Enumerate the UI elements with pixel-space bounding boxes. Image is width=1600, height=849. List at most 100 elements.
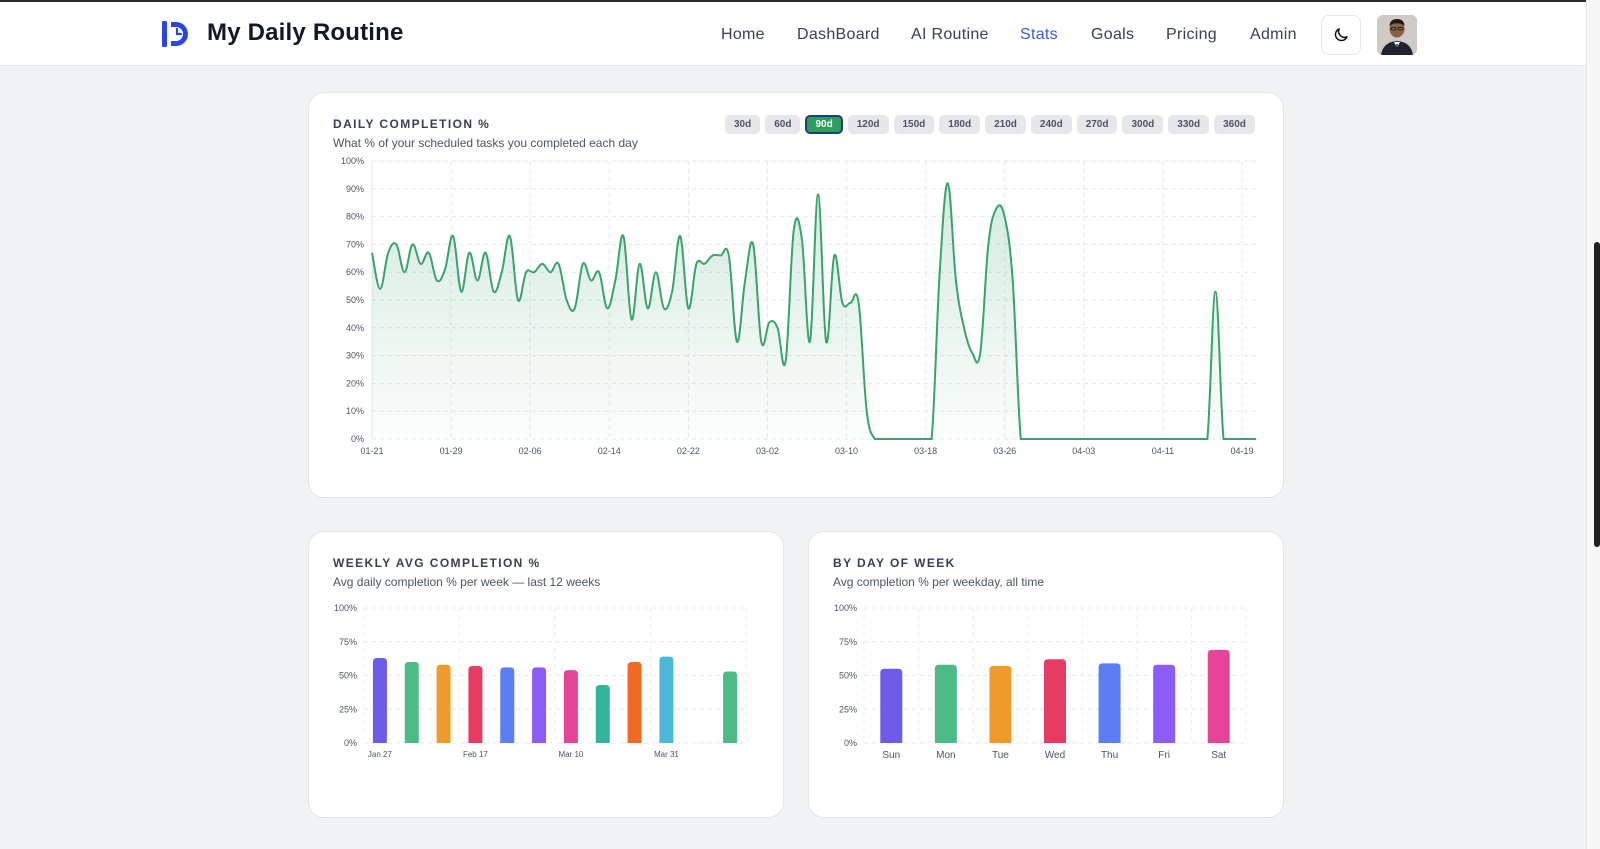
x-tick-label: 03-26	[993, 446, 1016, 456]
y-tick-label: 0%	[344, 738, 357, 748]
y-tick-label: 30%	[346, 351, 364, 361]
y-tick-label: 25%	[339, 704, 357, 714]
bar[interactable]	[468, 666, 483, 743]
range-button-60d[interactable]: 60d	[765, 115, 801, 134]
scrollbar-thumb[interactable]	[1594, 242, 1600, 547]
x-tick-label: Jan 27	[368, 750, 393, 759]
scrollbar-track[interactable]	[1586, 0, 1600, 849]
logo-icon[interactable]	[160, 18, 192, 50]
range-selector: 30d 60d 90d 120d 150d 180d 210d 240d 270d 300d 330…	[725, 115, 1255, 134]
x-tick-label: Mar 10	[558, 750, 583, 759]
range-button-90d[interactable]: 90d	[805, 115, 843, 134]
range-button-330d[interactable]: 330d	[1168, 115, 1210, 134]
app-title[interactable]: My Daily Routine	[207, 19, 404, 46]
x-tick-label: 02-22	[677, 446, 700, 456]
x-tick-label: Mar 31	[654, 750, 679, 759]
x-tick-label: 04-03	[1072, 446, 1095, 456]
daily-completion-title: DAILY COMPLETION %	[333, 117, 491, 131]
bar[interactable]	[372, 657, 387, 743]
x-tick-label: 03-18	[914, 446, 937, 456]
x-tick-label: Sat	[1211, 750, 1226, 761]
x-tick-label: 01-29	[440, 446, 463, 456]
x-tick-label: 04-11	[1152, 446, 1174, 456]
y-tick-label: 50%	[346, 295, 364, 305]
top-navbar: My Daily Routine Home DashBoard AI Routi…	[0, 2, 1586, 66]
theme-toggle-button[interactable]	[1321, 15, 1361, 55]
bar[interactable]	[1044, 659, 1066, 743]
bar[interactable]	[436, 664, 451, 743]
x-tick-label: 03-10	[835, 446, 858, 456]
weekly-avg-subtitle: Avg daily completion % per week — last 1…	[333, 575, 601, 589]
bar[interactable]	[989, 666, 1012, 743]
y-tick-label: 75%	[839, 637, 857, 647]
bar[interactable]	[500, 667, 515, 743]
y-tick-label: 100%	[341, 156, 364, 166]
x-tick-label: Sun	[882, 750, 900, 761]
range-button-180d[interactable]: 180d	[939, 115, 981, 134]
x-tick-label: 04-19	[1230, 446, 1253, 456]
x-tick-label: Wed	[1045, 750, 1065, 761]
bar[interactable]	[1153, 664, 1176, 743]
daily-completion-chart: 0% 10% 20% 30% 40% 50% 60% 70% 80% 90% 100% 01-21 01…	[341, 156, 1256, 456]
avatar[interactable]	[1377, 15, 1417, 55]
x-tick-label: 03-02	[756, 446, 779, 456]
nav-dashboard[interactable]: DashBoard	[797, 26, 880, 43]
y-tick-label: 50%	[839, 671, 857, 681]
nav-goals[interactable]: Goals	[1091, 26, 1135, 43]
bar[interactable]	[563, 670, 578, 743]
user-avatar-icon	[1377, 15, 1417, 55]
range-button-240d[interactable]: 240d	[1030, 115, 1072, 134]
moon-icon	[1334, 28, 1348, 42]
completion-area	[372, 183, 1256, 439]
y-tick-label: 10%	[346, 406, 364, 416]
daily-completion-subtitle: What % of your scheduled tasks you compl…	[333, 136, 638, 150]
x-tick-label: Thu	[1101, 750, 1118, 761]
bar[interactable]	[404, 662, 419, 743]
bar[interactable]	[595, 684, 610, 743]
window-top-border	[0, 0, 1600, 2]
y-tick-label: 70%	[346, 239, 364, 249]
x-tick-label: Mon	[936, 750, 955, 761]
range-button-300d[interactable]: 300d	[1122, 115, 1164, 134]
day-of-week-chart: 0% 25% 50% 75% 100% Sun Mon Tue Wed Thu Fri Sat	[834, 603, 1247, 761]
bar[interactable]	[532, 667, 547, 743]
x-tick-label: Feb 17	[463, 750, 488, 759]
bar[interactable]	[934, 664, 957, 743]
nav-pricing[interactable]: Pricing	[1166, 26, 1218, 43]
range-button-210d[interactable]: 210d	[985, 115, 1026, 134]
completion-line[interactable]	[371, 182, 1256, 441]
y-tick-label: 0%	[351, 434, 364, 444]
range-button-150d[interactable]: 150d	[893, 115, 935, 134]
x-tick-label: 02-14	[598, 446, 621, 456]
day-of-week-title: BY DAY OF WEEK	[833, 556, 956, 570]
day-of-week-subtitle: Avg completion % per weekday, all time	[833, 575, 1044, 589]
y-tick-label: 100%	[334, 603, 357, 613]
bar[interactable]	[627, 662, 642, 743]
nav-stats[interactable]: Stats	[1020, 26, 1058, 43]
x-tick-label: 01-21	[360, 446, 383, 456]
range-button-360d[interactable]: 360d	[1214, 115, 1255, 134]
nav-ai-routine[interactable]: AI Routine	[911, 26, 989, 43]
weekly-avg-chart: 0% 25% 50% 75% 100% Jan 27 Feb 17 Mar 10 Mar 31	[334, 603, 747, 759]
range-button-270d[interactable]: 270d	[1076, 115, 1118, 134]
y-tick-label: 90%	[346, 184, 364, 194]
bar[interactable]	[880, 668, 903, 743]
x-tick-label: Fri	[1158, 750, 1170, 761]
bar[interactable]	[1207, 649, 1230, 743]
y-tick-label: 50%	[339, 671, 357, 681]
nav-admin[interactable]: Admin	[1250, 26, 1297, 43]
range-button-120d[interactable]: 120d	[847, 115, 889, 134]
y-tick-label: 80%	[346, 212, 364, 222]
range-button-30d[interactable]: 30d	[725, 115, 761, 134]
x-tick-label: Tue	[992, 750, 1009, 761]
bar[interactable]	[659, 656, 674, 743]
y-tick-label: 25%	[839, 704, 857, 714]
y-tick-label: 0%	[844, 738, 857, 748]
nav-home[interactable]: Home	[721, 26, 765, 43]
bar[interactable]	[723, 671, 738, 743]
y-tick-label: 60%	[346, 267, 364, 277]
y-tick-label: 40%	[346, 323, 364, 333]
weekly-avg-title: WEEKLY AVG COMPLETION %	[333, 556, 541, 570]
bar[interactable]	[1098, 663, 1121, 743]
y-tick-label: 20%	[346, 378, 364, 388]
